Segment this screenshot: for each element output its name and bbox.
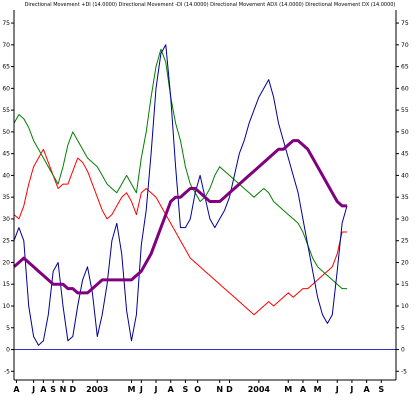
y-tick-label-right: 35	[401, 194, 409, 201]
series-line-4	[13, 139, 347, 295]
x-tick-label: D	[69, 385, 76, 394]
y-tick-label-left: 25	[2, 238, 10, 245]
y-tick-label-left: 70	[2, 42, 10, 49]
x-tick-label: J	[349, 385, 353, 394]
y-tick-label-right: 0	[401, 347, 405, 354]
axis-layer	[13, 10, 397, 381]
x-tick-label: S	[378, 385, 384, 394]
x-tick-label: A	[168, 385, 175, 394]
y-tick-label-right: 20	[401, 259, 409, 266]
y-tick-label-left: 50	[2, 129, 10, 136]
x-tick-label: A	[13, 385, 20, 394]
y-tick-label-left: 75	[2, 20, 10, 27]
x-tick-label: A	[40, 385, 47, 394]
y-tick-label-left: 60	[2, 85, 10, 92]
y-tick-label-left: 55	[2, 107, 10, 114]
series-layer	[13, 44, 348, 346]
y-tick-label-right: 30	[401, 216, 409, 223]
y-tick-label-right: 10	[401, 303, 409, 310]
y-tick-label-right: 45	[401, 151, 409, 158]
x-tick-label: 2004	[248, 385, 271, 394]
y-tick-label-right: 5	[401, 325, 405, 332]
y-tick-label-right: 60	[401, 85, 409, 92]
x-tick-label: A	[300, 385, 307, 394]
x-tick-label: 2003	[86, 385, 108, 394]
y-tick-label-left: 45	[2, 151, 10, 158]
x-tick-label: A	[364, 385, 371, 394]
y-tick-label-right: 25	[401, 238, 409, 245]
x-tick-label: D	[226, 385, 233, 394]
x-tick-label: M	[284, 385, 292, 394]
y-tick-label-left: 20	[2, 259, 10, 266]
x-tick-label: S	[50, 385, 56, 394]
x-tick-label: N	[216, 385, 223, 394]
y-tick-label-left: 65	[2, 64, 10, 71]
y-tick-label-right: 65	[401, 64, 409, 71]
y-tick-label-right: -5	[401, 368, 407, 375]
y-tick-label-right: 15	[401, 281, 409, 288]
y-tick-label-left: 0	[6, 347, 10, 354]
chart-title: Directional Movement +DI (14.0000) Direc…	[25, 2, 396, 8]
x-tick-label: J	[31, 385, 35, 394]
y-tick-label-left: 10	[2, 303, 10, 310]
series-line-2	[13, 48, 347, 290]
x-tick-label: J	[154, 385, 158, 394]
y-tick-label-right: 50	[401, 129, 409, 136]
series-line-1	[13, 148, 347, 316]
y-tick-label-left: 35	[2, 194, 10, 201]
y-tick-label-left: 30	[2, 216, 10, 223]
y-tick-label-right: 55	[401, 107, 409, 114]
y-tick-label-left: -5	[4, 368, 10, 375]
y-tick-label-left: 40	[2, 172, 10, 179]
y-tick-label-left: 15	[2, 281, 10, 288]
x-tick-label: J	[139, 385, 143, 394]
x-tick-label: J	[335, 385, 339, 394]
x-tick-label: S	[183, 385, 189, 394]
x-tick-layer: A J A S N D 2003 M J J A S O N D 2004 M A M J J A S	[13, 380, 384, 394]
x-tick-label: O	[194, 385, 201, 394]
x-tick-label: M	[128, 385, 136, 394]
x-tick-label: N	[60, 385, 67, 394]
series-line-3	[13, 44, 348, 346]
y-tick-label-right: 40	[401, 172, 409, 179]
y-tick-label-right: 70	[401, 42, 409, 49]
x-tick-label: M	[314, 385, 322, 394]
y-tick-label-left: 5	[6, 325, 10, 332]
y-tick-label-right: 75	[401, 20, 409, 27]
